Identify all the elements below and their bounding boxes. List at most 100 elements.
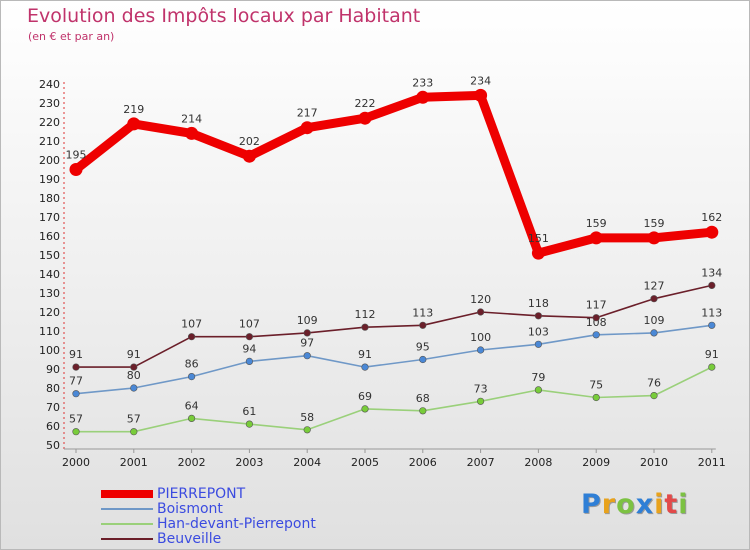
data-point (477, 346, 485, 354)
data-label: 91 (127, 348, 141, 361)
x-tick-label: 2010 (640, 456, 668, 469)
legend-label: Beuveille (157, 531, 222, 547)
data-label: 127 (644, 280, 665, 293)
data-label: 86 (185, 358, 199, 371)
y-tick-label: 60 (46, 420, 60, 433)
data-point (361, 323, 369, 331)
data-label: 58 (300, 411, 314, 424)
data-point (188, 414, 196, 423)
data-label: 118 (528, 297, 549, 310)
x-tick-label: 2004 (293, 456, 321, 469)
data-point (534, 312, 543, 320)
series-boismont: 77 80 86 94 97 91 95 100 103 108 109 113 (69, 306, 722, 398)
legend-label: Han-devant-Pierrepont (157, 516, 316, 532)
data-point (188, 333, 196, 341)
data-label: 100 (470, 331, 491, 344)
data-point (592, 393, 600, 402)
data-label: 76 (647, 377, 661, 390)
data-label: 69 (358, 390, 372, 403)
data-point (650, 295, 658, 303)
data-point (245, 357, 253, 366)
data-label: 117 (586, 299, 607, 312)
chart-title: Evolution des Impôts locaux par Habitant (27, 5, 421, 27)
data-label: 113 (701, 306, 722, 319)
data-point (245, 420, 253, 428)
data-point (300, 121, 314, 135)
data-label: 57 (127, 413, 141, 426)
x-tick-label: 2005 (351, 456, 379, 469)
x-tick-label: 2000 (62, 456, 90, 469)
data-point (708, 363, 716, 371)
data-label: 219 (123, 103, 144, 116)
data-label: 80 (127, 369, 141, 382)
y-tick-label: 90 (46, 363, 60, 376)
y-tick-label: 200 (39, 154, 60, 167)
data-label: 61 (242, 405, 256, 418)
data-point (188, 373, 196, 381)
data-label: 217 (297, 107, 318, 120)
data-point (589, 231, 603, 245)
data-label: 134 (701, 266, 722, 279)
data-point (708, 321, 716, 329)
series-line (71, 90, 717, 258)
data-point (127, 117, 141, 131)
series-line (75, 324, 713, 395)
legend-label: PIERREPONT (157, 486, 246, 502)
data-label: 202 (239, 135, 260, 148)
y-tick-label: 150 (39, 249, 60, 262)
x-axis-ticks: 2000 2001 2002 2003 2004 2005 2006 2007 2008 2009… (62, 449, 726, 469)
data-point (361, 363, 369, 371)
y-tick-label: 110 (39, 325, 60, 338)
data-label: 64 (185, 399, 199, 412)
y-tick-label: 230 (39, 97, 60, 110)
data-point (708, 281, 716, 290)
y-tick-label: 180 (39, 192, 60, 205)
series-line (75, 284, 713, 368)
data-label: 57 (69, 413, 83, 426)
axes (63, 82, 716, 450)
data-label: 95 (416, 341, 430, 354)
data-point (303, 352, 311, 360)
data-label: 97 (300, 337, 314, 350)
x-tick-label: 2011 (698, 456, 726, 469)
data-label: 159 (644, 217, 665, 230)
y-tick-label: 210 (39, 135, 60, 148)
data-label: 75 (589, 379, 603, 392)
chart-subtitle: (en € et par an) (28, 30, 115, 43)
x-tick-label: 2002 (178, 456, 206, 469)
data-label: 107 (181, 318, 202, 331)
data-point (534, 340, 543, 348)
y-axis-ticks: 50 60 70 80 90 100 110 120 130 140 150 160 170 180 190… (39, 78, 60, 452)
y-tick-label: 120 (39, 306, 60, 319)
y-tick-label: 80 (46, 382, 60, 395)
data-label: 112 (355, 308, 376, 321)
data-point (361, 405, 369, 413)
data-point (303, 329, 311, 337)
data-label: 103 (528, 325, 549, 338)
x-tick-label: 2008 (524, 456, 552, 469)
series-beuveille: 91 91 107 107 109 112 113 120 118 117 127 134 (69, 266, 722, 371)
data-label: 79 (531, 371, 545, 384)
proxiti-logo: Proxiti (581, 489, 689, 520)
series-han-devant-pierrepont: 57 57 64 61 58 69 68 73 79 75 76 91 (69, 348, 719, 436)
x-tick-label: 2007 (467, 456, 495, 469)
y-tick-label: 100 (39, 344, 60, 357)
data-label: 73 (474, 382, 488, 395)
data-point (477, 397, 485, 405)
data-point (130, 363, 138, 371)
data-point (185, 126, 199, 140)
y-tick-label: 130 (39, 287, 60, 300)
data-label: 120 (470, 293, 491, 306)
data-point (419, 355, 427, 364)
data-label: 94 (242, 342, 256, 355)
data-label: 159 (586, 217, 607, 230)
data-label: 234 (470, 74, 491, 87)
y-tick-label: 170 (39, 211, 60, 224)
y-tick-label: 240 (39, 78, 60, 91)
data-label: 151 (528, 232, 549, 245)
data-point (303, 426, 311, 434)
data-label: 68 (416, 392, 430, 405)
data-label: 113 (412, 306, 433, 319)
data-point (72, 363, 80, 371)
